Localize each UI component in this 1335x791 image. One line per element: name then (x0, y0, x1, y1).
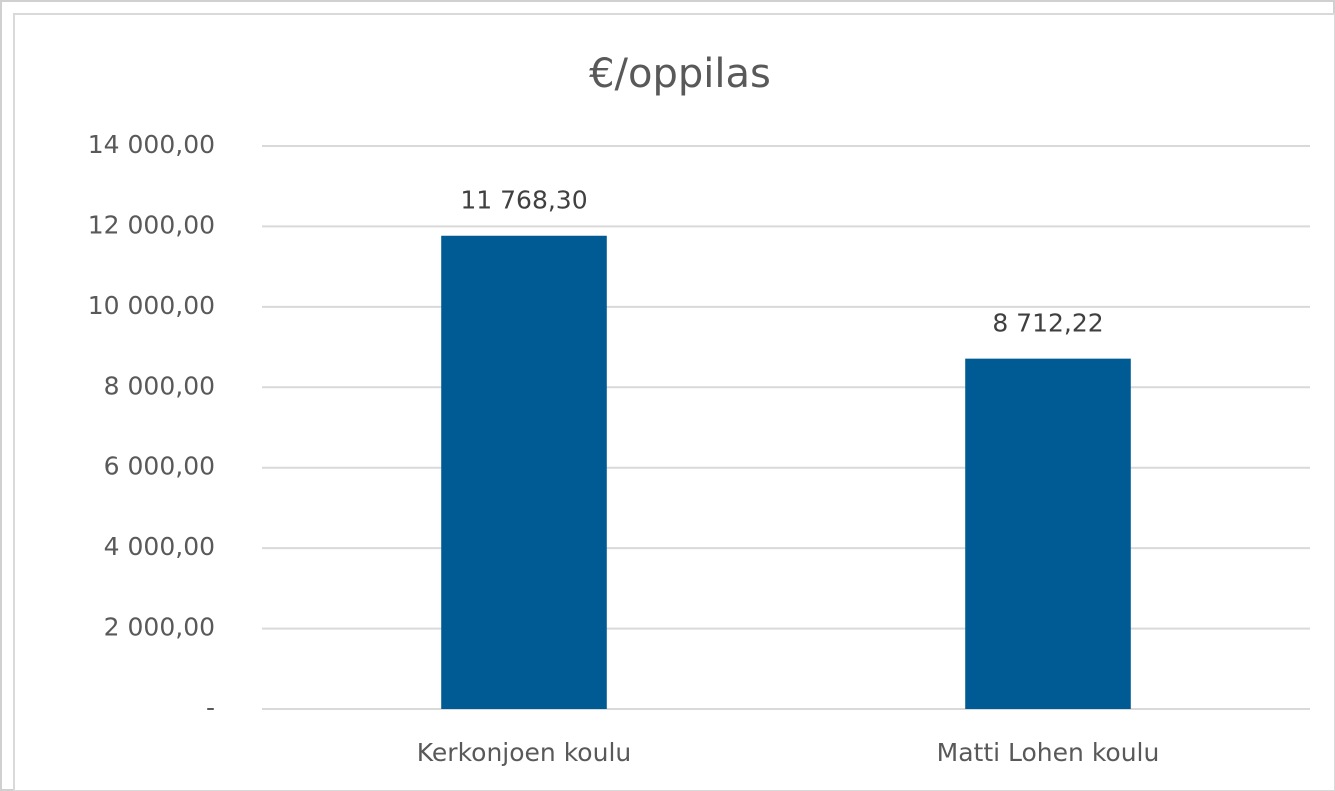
y-tick-label: 6 000,00 (104, 452, 215, 481)
chart-title: €/oppilas (589, 51, 771, 97)
y-tick-label: - (206, 693, 215, 722)
bar (965, 358, 1131, 709)
bar (441, 235, 607, 709)
x-tick-label: Kerkonjoen koulu (417, 738, 631, 767)
data-label: 8 712,22 (992, 309, 1103, 338)
y-tick-label: 12 000,00 (88, 210, 215, 239)
y-tick-label: 10 000,00 (88, 291, 215, 320)
y-tick-label: 8 000,00 (104, 371, 215, 400)
y-tick-label: 2 000,00 (104, 613, 215, 642)
data-label: 11 768,30 (460, 186, 587, 215)
y-tick-label: 4 000,00 (104, 532, 215, 561)
x-tick-label: Matti Lohen koulu (937, 738, 1160, 767)
y-tick-label: 14 000,00 (88, 130, 215, 159)
